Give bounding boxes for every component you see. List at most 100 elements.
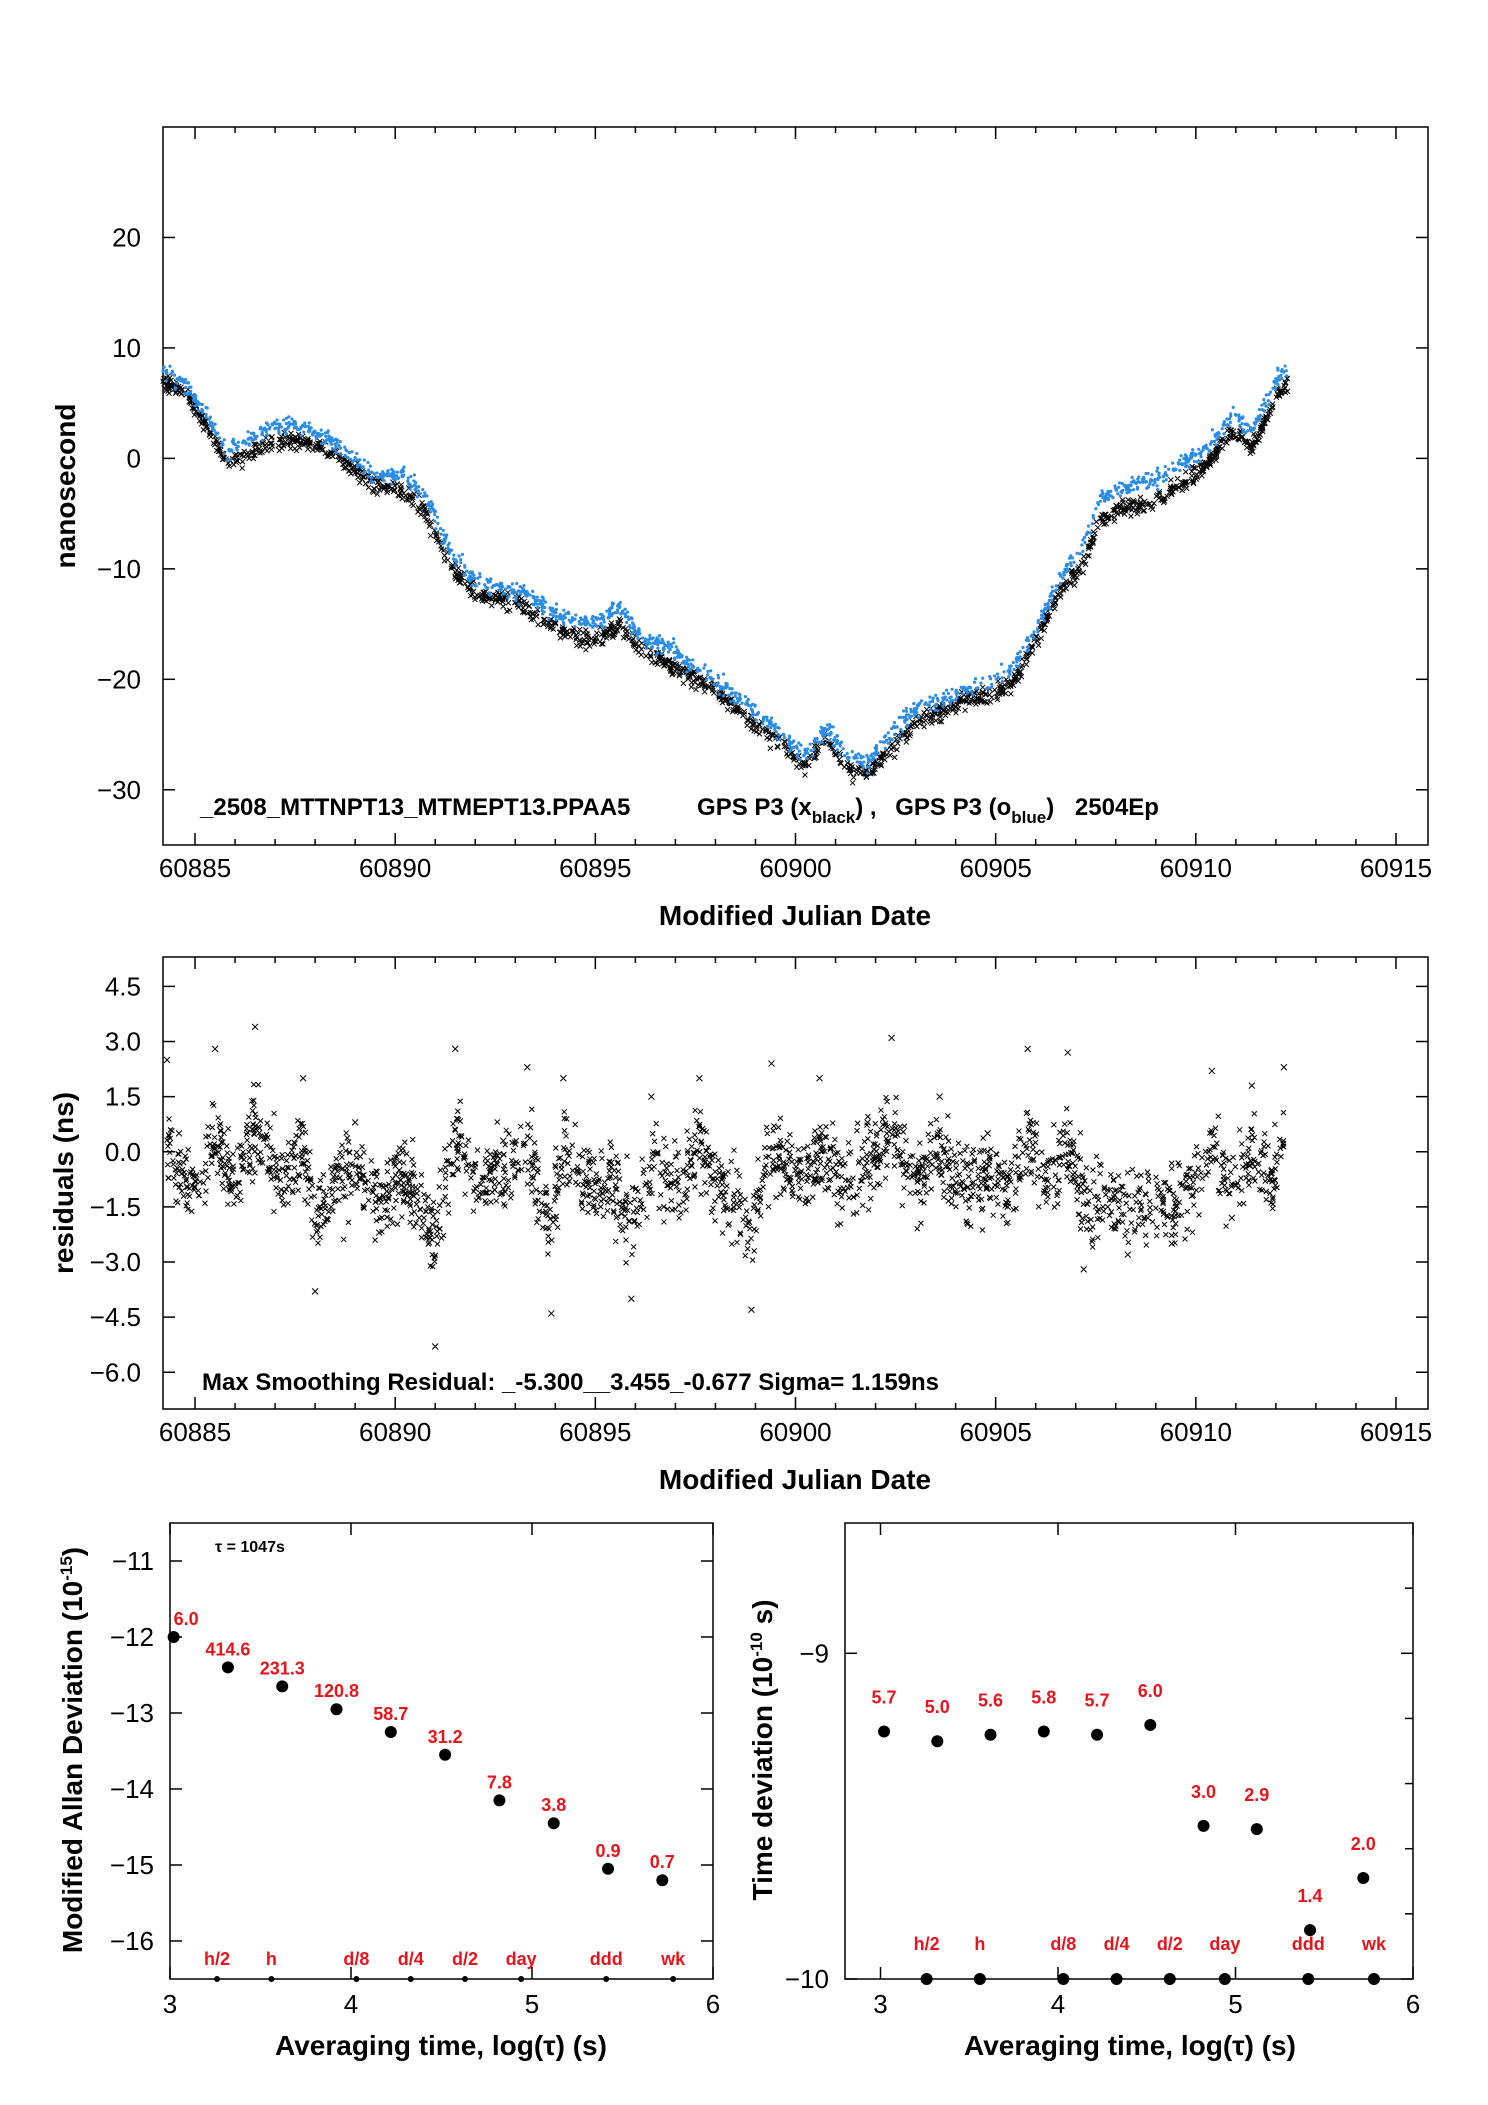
phase-point-o	[427, 507, 432, 511]
phase-point-o	[1047, 605, 1051, 609]
phase-point-x	[198, 420, 205, 427]
phase-point-x	[1085, 545, 1092, 552]
residual-point	[1100, 1208, 1107, 1215]
residual-point	[631, 1196, 638, 1203]
phase-point-o	[1036, 618, 1040, 623]
residual-point	[501, 1175, 507, 1182]
phase-point-x	[374, 491, 381, 498]
phase-point-o	[1273, 381, 1277, 385]
phase-point-o	[827, 727, 831, 731]
phase-point-o	[439, 532, 443, 536]
phase-point-o	[1104, 492, 1109, 496]
phase-point-x	[1102, 511, 1109, 518]
residual-point	[653, 1120, 660, 1127]
phase-point-o	[219, 443, 223, 448]
phase-point-o	[473, 584, 478, 588]
phase-point-x	[1190, 465, 1197, 471]
residual-point	[1067, 1119, 1073, 1126]
residual-point	[543, 1183, 549, 1190]
phase-point-o	[1266, 399, 1271, 403]
phase-point-o	[640, 636, 645, 640]
phase-point-o	[872, 751, 877, 755]
residual-point	[335, 1186, 341, 1192]
phase-point-o	[797, 741, 801, 745]
residual-point	[430, 1213, 437, 1219]
phase-point-x	[1114, 511, 1121, 517]
residual-point	[981, 1159, 988, 1165]
phase-point-o	[414, 488, 418, 492]
phase-point-o	[164, 372, 169, 376]
phase-point-o	[408, 487, 412, 491]
residual-point	[494, 1119, 501, 1125]
phase-point-x	[432, 533, 439, 539]
residual-point	[531, 1139, 538, 1146]
phase-point-o	[335, 441, 339, 445]
phase-point-o	[721, 694, 725, 698]
phase-point-o	[416, 489, 421, 493]
phase-point-x	[676, 672, 683, 679]
residual-point	[793, 1163, 799, 1170]
phase-point-x	[472, 596, 478, 603]
phase-point-o	[1276, 368, 1280, 372]
phase-point-x	[716, 695, 722, 701]
phase-point-x	[609, 632, 616, 639]
phase-point-o	[1253, 422, 1257, 426]
phase-point-x	[847, 770, 854, 777]
phase-point-o	[486, 586, 490, 590]
residual-point	[903, 1137, 909, 1144]
residual-point	[1110, 1176, 1117, 1183]
phase-point-x	[669, 671, 675, 678]
phase-point-o	[426, 503, 430, 507]
phase-point-x	[1284, 388, 1291, 395]
residual-point	[692, 1137, 699, 1144]
phase-point-x	[927, 718, 934, 725]
phase-point-x	[1200, 467, 1207, 474]
residual-point	[255, 1081, 262, 1088]
phase-point-o	[283, 427, 287, 432]
phase-point-x	[973, 688, 980, 695]
phase-point-o	[1276, 382, 1280, 387]
phase-point-o	[1222, 420, 1226, 424]
phase-point-o	[867, 765, 871, 769]
phase-point-o	[934, 702, 938, 707]
phase-point-o	[451, 557, 456, 561]
phase-point-o	[406, 476, 410, 480]
phase-point-x	[1015, 678, 1022, 684]
phase-point-o	[1279, 373, 1283, 378]
phase-point-o	[1274, 387, 1278, 391]
phase-point-o	[547, 617, 551, 621]
phase-ticks: 60885 60890 60895 60900 60905 60910 60915−30−2…	[97, 127, 1432, 883]
phase-point-o	[635, 633, 639, 638]
residual-point	[951, 1152, 958, 1158]
phase-point-o	[1220, 427, 1224, 431]
phase-point-o	[1142, 477, 1146, 481]
phase-point-x	[938, 718, 945, 725]
phase-point-o	[1055, 584, 1059, 588]
phase-point-o	[832, 738, 836, 742]
residual-point	[418, 1234, 425, 1241]
phase-point-x	[583, 646, 589, 653]
phase-point-o	[236, 440, 240, 444]
phase-point-o	[835, 739, 840, 743]
residual-point	[1274, 1159, 1280, 1166]
residual-point	[1095, 1197, 1102, 1203]
phase-point-o	[715, 683, 719, 687]
phase-point-o	[283, 431, 288, 435]
phase-point-o	[553, 608, 557, 613]
phase-point-o	[1240, 416, 1244, 421]
phase-point-x	[292, 438, 299, 444]
phase-point-o	[459, 561, 463, 565]
phase-point-o	[532, 603, 536, 607]
phase-point-x	[1074, 574, 1080, 581]
phase-point-o	[905, 717, 909, 722]
phase-title-gps2: GPS P3 (o	[895, 794, 1011, 821]
phase-point-o	[512, 590, 516, 594]
residual-point	[383, 1188, 390, 1195]
phase-point-o	[892, 732, 897, 737]
phase-point-x	[479, 591, 485, 598]
phase-point-x	[716, 693, 723, 699]
phase-point-o	[1032, 636, 1036, 640]
residual-point	[390, 1205, 397, 1211]
residual-point	[619, 1227, 626, 1234]
phase-point-o	[229, 457, 233, 462]
